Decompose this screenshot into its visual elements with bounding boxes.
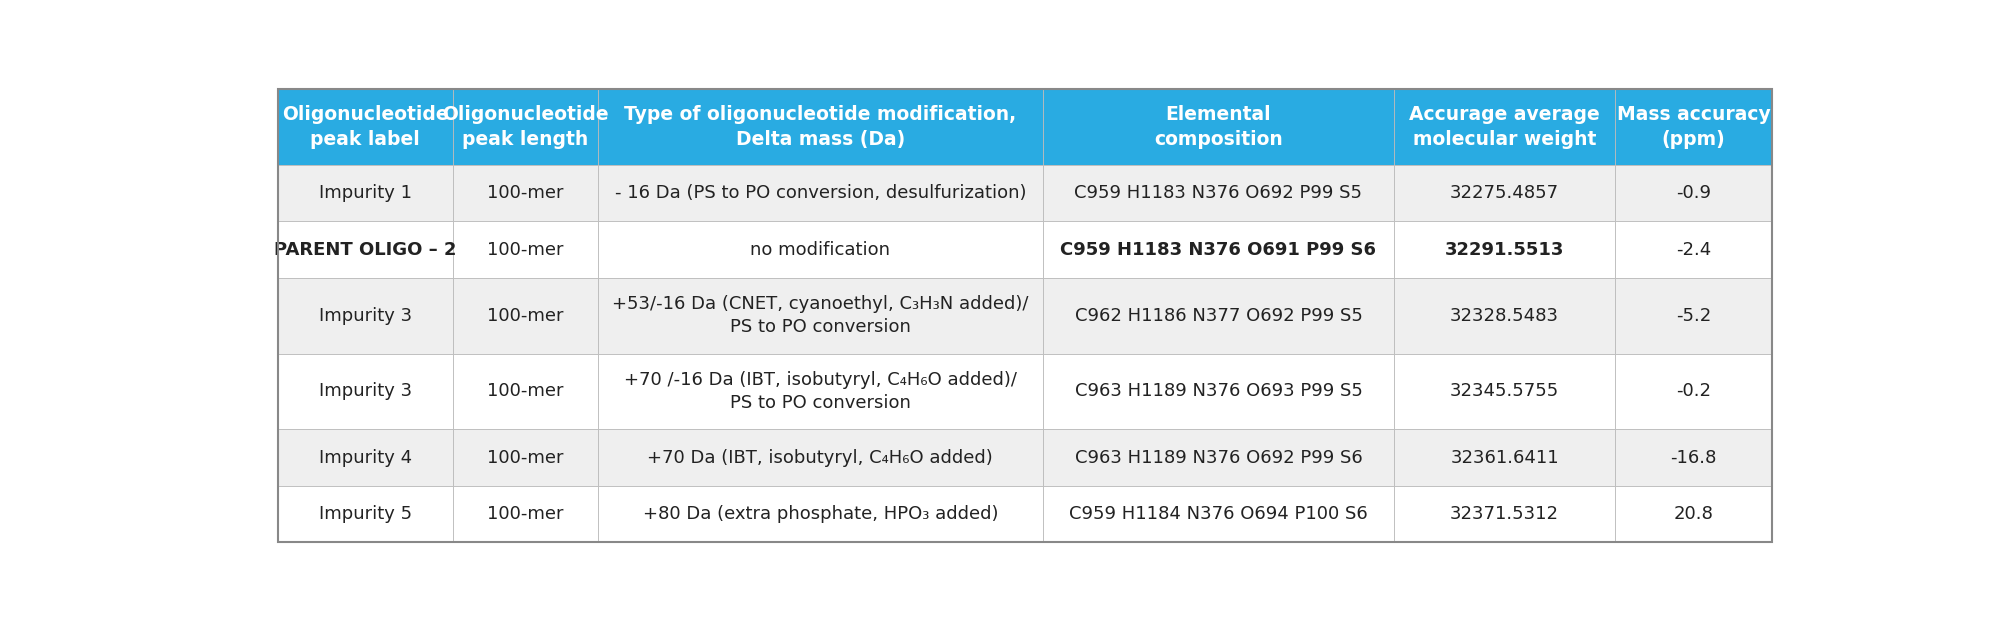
Bar <box>598 278 1042 354</box>
Text: Oligonucleotide
peak label: Oligonucleotide peak label <box>282 106 448 149</box>
Text: Impurity 3: Impurity 3 <box>318 307 412 324</box>
Bar <box>1616 486 1772 542</box>
Bar <box>1394 165 1616 221</box>
Text: C963 H1189 N376 O692 P99 S6: C963 H1189 N376 O692 P99 S6 <box>1074 449 1362 466</box>
Text: -5.2: -5.2 <box>1676 307 1712 324</box>
Text: Type of oligonucleotide modification,
Delta mass (Da): Type of oligonucleotide modification, De… <box>624 106 1016 149</box>
Text: 32361.6411: 32361.6411 <box>1450 449 1558 466</box>
Bar <box>1616 221 1772 278</box>
Bar <box>1616 165 1772 221</box>
Bar <box>598 354 1042 429</box>
Bar <box>452 429 598 486</box>
Bar <box>278 354 452 429</box>
Bar <box>1394 354 1616 429</box>
Text: C959 H1183 N376 O691 P99 S6: C959 H1183 N376 O691 P99 S6 <box>1060 241 1376 259</box>
Bar <box>278 429 452 486</box>
Bar <box>452 486 598 542</box>
Text: Impurity 5: Impurity 5 <box>318 505 412 522</box>
Bar <box>1042 89 1394 165</box>
Text: 100-mer: 100-mer <box>486 241 564 259</box>
Bar <box>1616 278 1772 354</box>
Bar <box>1042 354 1394 429</box>
Bar <box>1394 429 1616 486</box>
Text: 100-mer: 100-mer <box>486 505 564 522</box>
Text: Impurity 3: Impurity 3 <box>318 382 412 401</box>
Text: C962 H1186 N377 O692 P99 S5: C962 H1186 N377 O692 P99 S5 <box>1074 307 1362 324</box>
Bar <box>278 89 452 165</box>
Bar <box>452 278 598 354</box>
Text: +70 /-16 Da (IBT, isobutyryl, C₄H₆O added)/
PS to PO conversion: +70 /-16 Da (IBT, isobutyryl, C₄H₆O adde… <box>624 371 1016 413</box>
Bar <box>1042 165 1394 221</box>
Bar <box>278 221 452 278</box>
Text: C963 H1189 N376 O693 P99 S5: C963 H1189 N376 O693 P99 S5 <box>1074 382 1362 401</box>
Bar <box>598 89 1042 165</box>
Bar <box>598 486 1042 542</box>
Text: no modification: no modification <box>750 241 890 259</box>
Text: +70 Da (IBT, isobutyryl, C₄H₆O added): +70 Da (IBT, isobutyryl, C₄H₆O added) <box>648 449 994 466</box>
Text: Oligonucleotide
peak length: Oligonucleotide peak length <box>442 106 608 149</box>
Text: -0.9: -0.9 <box>1676 184 1712 203</box>
Bar <box>1394 221 1616 278</box>
Bar <box>1042 278 1394 354</box>
Bar <box>1616 429 1772 486</box>
Text: C959 H1184 N376 O694 P100 S6: C959 H1184 N376 O694 P100 S6 <box>1070 505 1368 522</box>
Bar <box>598 429 1042 486</box>
Bar <box>1394 89 1616 165</box>
Text: 32371.5312: 32371.5312 <box>1450 505 1560 522</box>
Bar <box>452 354 598 429</box>
Bar <box>598 165 1042 221</box>
Text: PARENT OLIGO – 2: PARENT OLIGO – 2 <box>274 241 456 259</box>
Text: -0.2: -0.2 <box>1676 382 1712 401</box>
Bar <box>278 278 452 354</box>
Bar <box>1616 89 1772 165</box>
Bar <box>452 165 598 221</box>
Bar <box>1394 278 1616 354</box>
Text: +80 Da (extra phosphate, HPO₃ added): +80 Da (extra phosphate, HPO₃ added) <box>642 505 998 522</box>
Bar <box>452 89 598 165</box>
Text: Impurity 4: Impurity 4 <box>318 449 412 466</box>
Bar <box>598 221 1042 278</box>
Text: 100-mer: 100-mer <box>486 449 564 466</box>
Text: +53/-16 Da (CNET, cyanoethyl, C₃H₃N added)/
PS to PO conversion: +53/-16 Da (CNET, cyanoethyl, C₃H₃N adde… <box>612 295 1028 336</box>
Bar <box>1616 354 1772 429</box>
Bar <box>278 165 452 221</box>
Bar <box>1042 221 1394 278</box>
Bar <box>452 221 598 278</box>
Text: Impurity 1: Impurity 1 <box>318 184 412 203</box>
Bar <box>1394 486 1616 542</box>
Text: Mass accuracy
(ppm): Mass accuracy (ppm) <box>1616 106 1770 149</box>
Text: 100-mer: 100-mer <box>486 307 564 324</box>
Text: 32345.5755: 32345.5755 <box>1450 382 1560 401</box>
Text: 100-mer: 100-mer <box>486 382 564 401</box>
Text: -16.8: -16.8 <box>1670 449 1716 466</box>
Bar <box>1042 429 1394 486</box>
Bar <box>1042 486 1394 542</box>
Text: 32275.4857: 32275.4857 <box>1450 184 1560 203</box>
Text: -2.4: -2.4 <box>1676 241 1712 259</box>
Text: Elemental
composition: Elemental composition <box>1154 106 1282 149</box>
Text: Accurage average
molecular weight: Accurage average molecular weight <box>1410 106 1600 149</box>
Bar <box>278 486 452 542</box>
Text: 20.8: 20.8 <box>1674 505 1714 522</box>
Text: 100-mer: 100-mer <box>486 184 564 203</box>
Text: C959 H1183 N376 O692 P99 S5: C959 H1183 N376 O692 P99 S5 <box>1074 184 1362 203</box>
Text: 32291.5513: 32291.5513 <box>1444 241 1564 259</box>
Text: - 16 Da (PS to PO conversion, desulfurization): - 16 Da (PS to PO conversion, desulfuriz… <box>614 184 1026 203</box>
Text: 32328.5483: 32328.5483 <box>1450 307 1560 324</box>
